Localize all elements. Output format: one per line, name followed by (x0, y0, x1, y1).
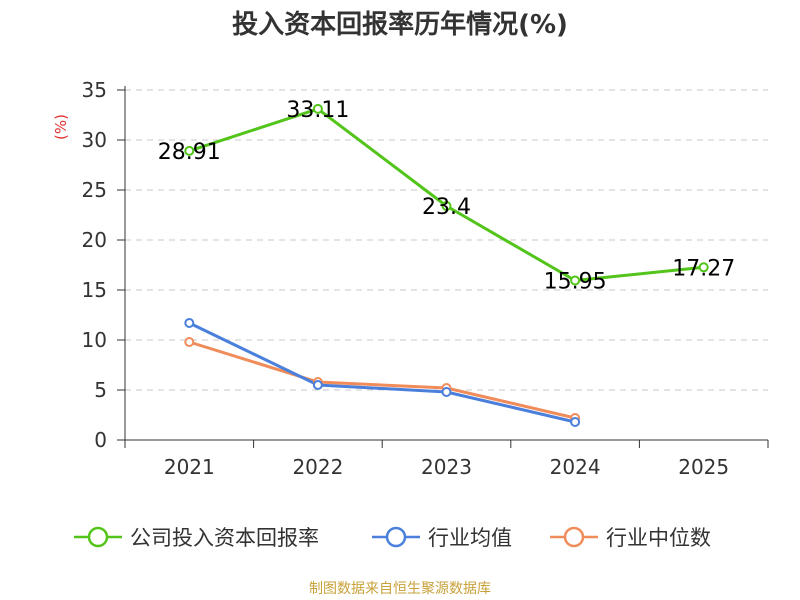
y-tick-label: 10 (82, 328, 107, 352)
source-footer: 制图数据来自恒生聚源数据库 (309, 581, 491, 597)
data-point[interactable] (184, 337, 195, 347)
data-point[interactable] (441, 387, 452, 397)
data-points (184, 103, 709, 427)
legend-item-industry-median[interactable]: 行业中位数 (548, 521, 711, 553)
data-point[interactable] (184, 318, 195, 328)
y-tick-label: 25 (82, 178, 107, 202)
data-labels: 28.91 33.11 23.4 15.95 17.27 (158, 98, 735, 295)
data-point[interactable] (570, 417, 581, 427)
legend-label: 行业均值 (428, 526, 512, 550)
data-point[interactable] (312, 380, 323, 390)
x-tick-label: 2022 (292, 455, 343, 479)
legend-marker-icon (372, 526, 420, 548)
y-tick-label: 0 (94, 428, 107, 452)
series-line (188, 340, 576, 420)
data-label: 23.4 (422, 195, 471, 220)
data-label: 28.91 (158, 140, 221, 165)
y-tick-label: 30 (82, 128, 107, 152)
series-lines (188, 107, 704, 424)
legend-label: 公司投入资本回报率 (130, 526, 319, 550)
data-point[interactable] (441, 201, 452, 211)
legend-item-company-roic[interactable]: 公司投入资本回报率 (72, 521, 319, 553)
data-label: 17.27 (672, 256, 735, 281)
data-label: 33.11 (286, 98, 349, 123)
y-tick-label: 35 (82, 78, 107, 102)
grid-lines (125, 89, 768, 391)
legend: 公司投入资本回报率 行业均值 行业中位数 (0, 521, 800, 553)
data-point[interactable] (184, 145, 195, 156)
data-point[interactable] (570, 275, 581, 286)
legend-marker-icon (550, 526, 598, 548)
data-point[interactable] (698, 262, 709, 273)
x-tick-label: 2021 (164, 455, 215, 479)
legend-item-industry-mean[interactable]: 行业均值 (370, 521, 512, 553)
data-label: 15.95 (544, 270, 607, 295)
data-point[interactable] (312, 103, 323, 114)
y-tick-label: 20 (82, 228, 107, 252)
legend-marker-icon (74, 526, 122, 548)
legend-label: 行业中位数 (606, 526, 711, 550)
y-axis-label: (%) (52, 114, 70, 140)
x-tick-label: 2024 (550, 455, 601, 479)
y-tick-label: 5 (94, 378, 107, 402)
x-tick-label: 2023 (421, 455, 472, 479)
series-line (188, 321, 576, 424)
chart-title: 投入资本回报率历年情况(%) (232, 10, 568, 40)
x-tick-label: 2025 (678, 455, 729, 479)
y-tick-label: 15 (82, 278, 107, 302)
